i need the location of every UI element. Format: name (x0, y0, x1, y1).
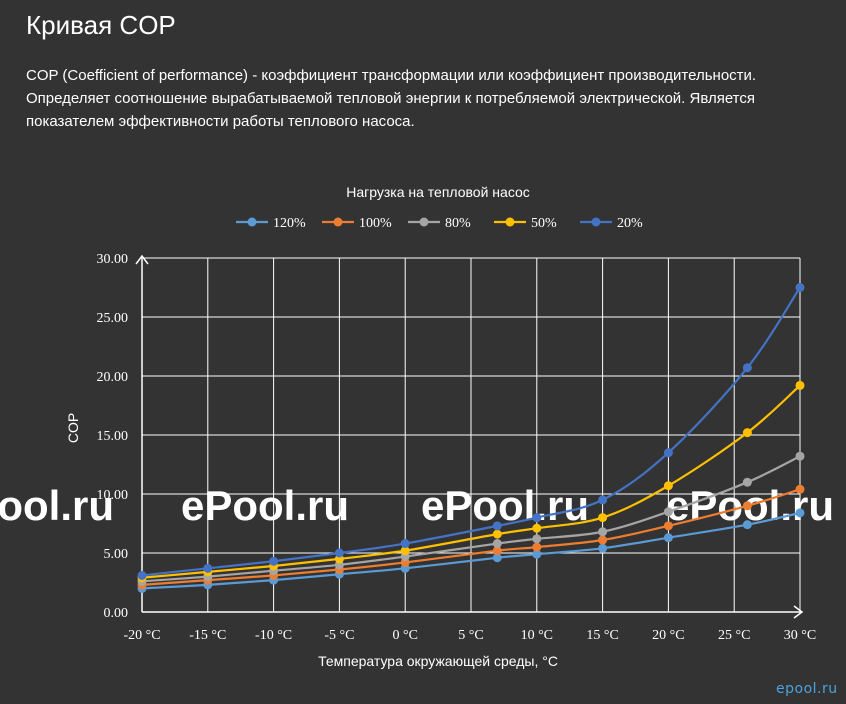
data-point (492, 521, 502, 531)
y-tick-label: 5.00 (104, 547, 129, 562)
x-tick-labels: -20 °C -15 °C -10 °C -5 °C 0 °C 5 °C 10 °C 15 °… (123, 628, 816, 643)
y-tick-label: 10.00 (97, 488, 129, 503)
data-point (532, 542, 542, 552)
data-point (492, 546, 502, 556)
data-point (492, 553, 502, 563)
x-tick-label: 20 °C (652, 628, 684, 643)
legend-label: 80% (445, 216, 471, 231)
data-point (795, 451, 805, 461)
chart-title: Нагрузка на тепловой насос (346, 184, 530, 200)
legend-swatch-marker (247, 217, 257, 227)
watermark-text: ePool.ru (181, 482, 349, 529)
x-tick-label: -20 °C (123, 628, 160, 643)
data-point (203, 563, 213, 573)
data-point (492, 539, 502, 549)
data-point (742, 520, 752, 530)
data-point (532, 534, 542, 544)
x-tick-label: 25 °C (718, 628, 750, 643)
x-tick-label: 10 °C (521, 628, 553, 643)
watermark-text: ePool.ru (0, 482, 114, 529)
data-point (663, 481, 673, 491)
x-tick-label: -15 °C (189, 628, 226, 643)
legend-label: 100% (359, 216, 392, 231)
page-title: Кривая COP (26, 10, 176, 40)
data-point (532, 513, 542, 523)
legend-swatch-marker (419, 217, 429, 227)
y-tick-labels: 0.00 5.00 10.00 15.00 20.00 25.00 30.00 (97, 252, 129, 621)
data-point (400, 539, 410, 549)
legend-swatch-marker (505, 217, 515, 227)
y-axis-arrow (135, 254, 149, 265)
chart-series (137, 283, 805, 593)
data-point (663, 521, 673, 531)
data-point (400, 546, 410, 556)
legend-swatch-marker (591, 217, 601, 227)
data-point (742, 477, 752, 487)
data-point (334, 548, 344, 558)
y-tick-label: 0.00 (104, 606, 129, 621)
description-line: показателем эффективности работы теплово… (26, 113, 415, 130)
data-point (795, 380, 805, 390)
chart-grid (142, 257, 801, 612)
data-point (663, 533, 673, 543)
data-point (795, 508, 805, 518)
data-point (663, 448, 673, 458)
legend-label: 50% (531, 216, 557, 231)
data-point (492, 529, 502, 539)
chart-legend: 120% 100% 80% 50% 20% (236, 216, 643, 231)
description-text: COP (Coefficient of performance) - коэфф… (26, 64, 816, 133)
x-tick-label: -5 °C (324, 628, 354, 643)
y-tick-label: 25.00 (97, 311, 129, 326)
description-line: COP (Coefficient of performance) - коэфф… (26, 67, 757, 84)
x-tick-label: 0 °C (392, 628, 417, 643)
data-point (598, 535, 608, 545)
y-tick-label: 20.00 (97, 370, 129, 385)
corner-watermark: epool.ru (776, 681, 838, 697)
x-tick-label: 15 °C (586, 628, 618, 643)
data-point (742, 501, 752, 511)
y-tick-label: 30.00 (97, 252, 129, 267)
data-point (795, 484, 805, 494)
x-axis-label: Температура окружающей среды, °C (318, 653, 558, 669)
chart-axes (135, 254, 804, 619)
description-line: Определяет соотношение вырабатываемой те… (26, 90, 756, 107)
data-point (598, 543, 608, 553)
x-axis-arrow (793, 605, 804, 619)
data-point (598, 527, 608, 537)
data-point (137, 570, 147, 580)
data-point (532, 523, 542, 533)
legend-label: 20% (617, 216, 643, 231)
data-point (598, 495, 608, 505)
legend-label: 120% (273, 216, 306, 231)
x-tick-label: 30 °C (784, 628, 816, 643)
data-point (795, 283, 805, 292)
data-point (742, 363, 752, 373)
y-tick-label: 15.00 (97, 429, 129, 444)
x-tick-label: 5 °C (458, 628, 483, 643)
data-point (269, 556, 279, 566)
data-point (742, 428, 752, 438)
x-tick-label: -10 °C (255, 628, 292, 643)
y-axis-label: COP (65, 413, 81, 443)
data-point (598, 513, 608, 523)
data-point (663, 507, 673, 517)
data-point (532, 549, 542, 559)
legend-swatch-marker (333, 217, 343, 227)
watermark-text: ePool.ru (421, 482, 589, 529)
